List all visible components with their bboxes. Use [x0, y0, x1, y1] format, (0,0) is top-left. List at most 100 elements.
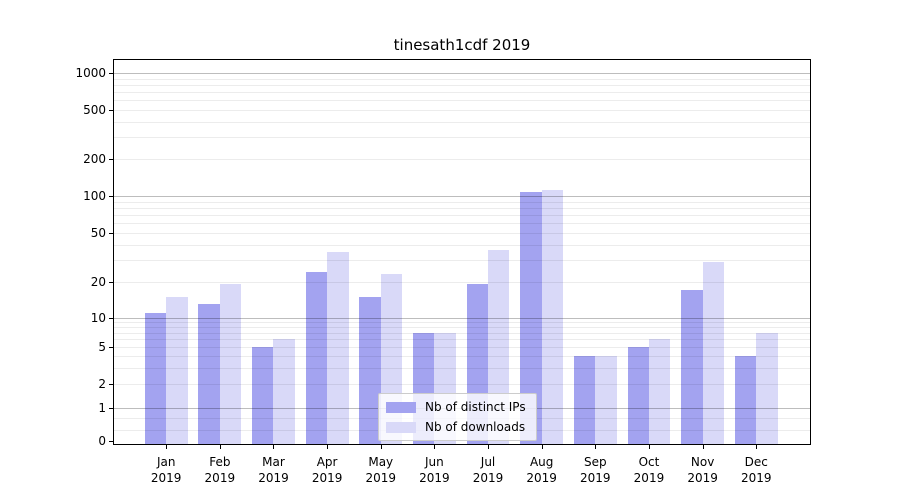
y-tick-label: 1: [98, 401, 106, 415]
x-tick-year: 2019: [633, 471, 665, 485]
x-tick-mark: [595, 445, 597, 449]
y-tick-label: 100: [83, 189, 106, 203]
x-tick-label-oct: Oct 2019: [621, 454, 677, 486]
x-tick-mark: [541, 445, 543, 449]
gridline-minor: [114, 332, 810, 334]
x-tick-mark: [434, 445, 436, 449]
x-tick-month: Mar: [262, 455, 285, 469]
x-tick-month: Apr: [316, 455, 338, 469]
x-tick-mark: [166, 445, 168, 449]
gridline-minor: [114, 121, 810, 123]
legend-label: Nb of distinct IPs: [425, 400, 526, 414]
x-tick-month: Nov: [690, 455, 715, 469]
gridline-major: [114, 196, 810, 197]
bar-downloads-jan: [166, 296, 188, 444]
gridline-minor: [114, 110, 810, 111]
bar-distinct-ips-aug: [520, 191, 542, 444]
y-tick-label: 0: [98, 434, 106, 448]
legend-row: Nb of distinct IPs: [386, 400, 526, 414]
x-tick-month: Sep: [584, 455, 607, 469]
legend: Nb of distinct IPs Nb of downloads: [378, 393, 537, 441]
x-tick-year: 2019: [258, 471, 289, 485]
bar-distinct-ips-sep: [573, 356, 596, 444]
gridline-minor: [114, 214, 810, 216]
bar-distinct-ips-nov: [681, 290, 703, 444]
x-tick-mark: [648, 445, 650, 449]
x-tick-year: 2019: [204, 471, 236, 485]
gridline-minor: [114, 100, 810, 102]
bar-downloads-oct: [648, 339, 671, 444]
bar-distinct-ips-feb: [198, 304, 220, 444]
gridline-minor: [114, 347, 810, 348]
x-tick-year: 2019: [150, 471, 182, 485]
bar-downloads-nov: [702, 261, 724, 444]
x-tick-label-mar: Mar 2019: [245, 454, 301, 486]
gridline-minor: [114, 356, 810, 357]
y-tick-mark: [109, 232, 113, 234]
x-tick-month: May: [368, 455, 394, 469]
legend-label: Nb of downloads: [425, 420, 526, 434]
gridline-minor: [114, 339, 810, 341]
x-tick-label-dec: Dec 2019: [728, 454, 784, 486]
x-tick-month: Dec: [744, 455, 768, 469]
y-tick-label: 200: [83, 152, 106, 166]
bar-downloads-mar: [273, 339, 295, 444]
y-tick-label: 500: [83, 103, 106, 117]
bar-distinct-ips-may: [359, 296, 381, 444]
gridline-major: [114, 318, 810, 319]
gridline-minor: [114, 327, 810, 329]
gridline-major: [114, 73, 810, 75]
grid-layer: [114, 60, 810, 444]
x-tick-label-apr: Apr 2019: [299, 454, 355, 486]
bar-distinct-ips-mar: [252, 347, 274, 444]
y-tick-label: 20: [90, 274, 106, 289]
y-tick-label: 2: [98, 377, 106, 391]
x-tick-month: Feb: [209, 455, 231, 469]
x-tick-year: 2019: [740, 471, 772, 485]
y-tick-mark: [109, 196, 113, 197]
x-tick-mark: [380, 445, 382, 449]
x-tick-year: 2019: [311, 471, 343, 485]
bar-distinct-ips-apr: [305, 271, 328, 444]
bar-downloads-apr: [327, 251, 349, 444]
x-tick-year: 2019: [687, 471, 718, 485]
gridline-minor: [114, 137, 810, 139]
x-tick-year: 2019: [580, 471, 611, 485]
bar-downloads-aug: [541, 189, 564, 444]
gridline-minor: [114, 223, 810, 225]
y-tick-mark: [109, 384, 113, 385]
x-tick-mark: [273, 445, 275, 449]
x-tick-label-nov: Nov 2019: [675, 454, 731, 486]
bar-distinct-ips-jan: [144, 313, 167, 444]
y-tick-mark: [109, 347, 113, 348]
legend-swatch-downloads: [386, 421, 416, 433]
x-tick-mark: [756, 445, 758, 449]
x-tick-label-sep: Sep 2019: [567, 454, 623, 486]
gridline-minor: [114, 244, 810, 246]
y-tick-label: 1000: [75, 66, 106, 81]
y-tick-mark: [109, 73, 113, 75]
gridline-minor: [114, 232, 810, 234]
gridline-minor: [114, 207, 810, 209]
legend-row: Nb of downloads: [386, 420, 526, 434]
bar-distinct-ips-dec: [734, 356, 757, 444]
bar-downloads-feb: [219, 284, 242, 444]
y-tick-mark: [109, 441, 113, 442]
bar-downloads-dec: [756, 332, 778, 444]
x-tick-year: 2019: [472, 471, 504, 485]
x-tick-mark: [702, 445, 704, 449]
x-tick-month: Aug: [529, 455, 554, 469]
x-tick-year: 2019: [365, 471, 397, 485]
gridline-minor: [114, 260, 810, 262]
gridline-minor: [114, 322, 810, 324]
x-tick-label-feb: Feb 2019: [192, 454, 248, 486]
x-tick-mark: [488, 445, 490, 449]
x-tick-mark: [219, 445, 221, 449]
gridline-minor: [114, 78, 810, 80]
y-tick-mark: [109, 281, 113, 283]
gridline-minor: [114, 159, 810, 160]
bar-distinct-ips-oct: [627, 347, 649, 444]
gridline-minor: [114, 384, 810, 385]
x-tick-month: Jul: [480, 455, 496, 469]
legend-swatch-distinct-ips: [386, 401, 416, 413]
